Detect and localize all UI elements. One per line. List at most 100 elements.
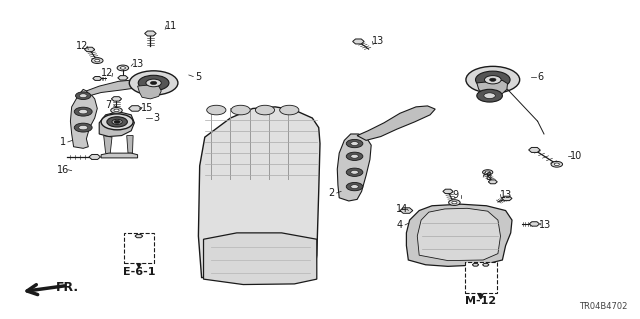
Circle shape [485, 171, 490, 174]
Circle shape [114, 109, 119, 112]
Circle shape [120, 67, 125, 69]
Polygon shape [502, 196, 512, 201]
Circle shape [150, 81, 157, 85]
Polygon shape [406, 204, 512, 266]
Polygon shape [204, 233, 317, 285]
Circle shape [346, 139, 363, 148]
Polygon shape [529, 147, 540, 152]
Bar [124, 233, 154, 263]
Text: 10: 10 [570, 151, 582, 161]
Circle shape [452, 201, 457, 204]
Polygon shape [488, 180, 497, 184]
Polygon shape [127, 136, 133, 153]
Polygon shape [104, 136, 112, 155]
Circle shape [76, 92, 91, 100]
Polygon shape [337, 134, 371, 201]
Polygon shape [135, 234, 143, 238]
Polygon shape [118, 76, 128, 80]
Polygon shape [529, 222, 540, 226]
Circle shape [490, 78, 496, 81]
Circle shape [207, 105, 226, 115]
Text: M-12: M-12 [465, 296, 496, 307]
Polygon shape [417, 208, 500, 261]
Circle shape [483, 170, 493, 175]
Circle shape [138, 75, 169, 91]
Circle shape [484, 76, 501, 84]
Polygon shape [93, 77, 102, 80]
Polygon shape [443, 189, 453, 194]
Circle shape [255, 105, 275, 115]
Text: 4: 4 [397, 220, 403, 230]
Text: 3: 3 [154, 113, 160, 123]
Text: E-6-1: E-6-1 [123, 267, 155, 277]
Text: 6: 6 [538, 71, 544, 82]
Polygon shape [477, 80, 508, 96]
Circle shape [346, 168, 363, 176]
Circle shape [346, 152, 363, 160]
Circle shape [346, 182, 363, 191]
Text: 14: 14 [396, 204, 408, 214]
Polygon shape [129, 106, 141, 111]
Text: 7: 7 [106, 100, 112, 110]
Circle shape [74, 107, 92, 116]
Polygon shape [99, 112, 134, 137]
Circle shape [351, 185, 358, 189]
Text: 13: 13 [371, 36, 384, 47]
Circle shape [466, 66, 520, 93]
Polygon shape [86, 80, 141, 96]
Circle shape [74, 123, 92, 132]
Polygon shape [357, 106, 435, 140]
Circle shape [95, 59, 100, 62]
Text: 1: 1 [60, 137, 66, 147]
Bar [465, 262, 497, 293]
Text: 5: 5 [195, 71, 202, 82]
Text: 15: 15 [141, 102, 154, 113]
Polygon shape [145, 31, 156, 36]
Circle shape [477, 89, 502, 102]
Polygon shape [138, 85, 161, 99]
Polygon shape [483, 263, 489, 266]
Text: 12: 12 [101, 68, 114, 78]
Polygon shape [70, 89, 97, 148]
Text: TR04B4702: TR04B4702 [579, 302, 627, 311]
Circle shape [129, 71, 178, 95]
Circle shape [351, 154, 358, 158]
Circle shape [101, 114, 133, 130]
Text: 16: 16 [56, 165, 69, 175]
Text: 2: 2 [328, 188, 335, 198]
Circle shape [476, 71, 510, 88]
Text: 13: 13 [132, 59, 145, 69]
Circle shape [551, 161, 563, 167]
Circle shape [117, 65, 129, 71]
Polygon shape [111, 97, 122, 101]
Text: 13: 13 [499, 189, 512, 200]
Polygon shape [400, 208, 413, 213]
Polygon shape [89, 154, 100, 160]
Polygon shape [472, 263, 479, 266]
Polygon shape [353, 39, 364, 44]
Circle shape [554, 163, 559, 166]
Polygon shape [84, 47, 95, 52]
Circle shape [351, 170, 358, 174]
Circle shape [351, 142, 358, 145]
Polygon shape [101, 153, 138, 158]
Circle shape [280, 105, 299, 115]
Circle shape [114, 120, 120, 123]
Circle shape [449, 200, 460, 205]
Circle shape [79, 109, 88, 114]
Circle shape [79, 94, 87, 98]
Text: 13: 13 [539, 220, 552, 230]
Polygon shape [198, 107, 320, 278]
Text: 9: 9 [452, 189, 459, 200]
Text: FR.: FR. [56, 281, 79, 293]
Circle shape [231, 105, 250, 115]
Text: 12: 12 [76, 41, 88, 51]
Circle shape [146, 79, 161, 87]
Circle shape [107, 117, 127, 127]
Circle shape [79, 125, 88, 130]
Circle shape [92, 58, 103, 63]
Circle shape [112, 119, 122, 124]
Text: 8: 8 [485, 172, 492, 182]
Text: 11: 11 [165, 20, 178, 31]
Circle shape [484, 93, 495, 99]
